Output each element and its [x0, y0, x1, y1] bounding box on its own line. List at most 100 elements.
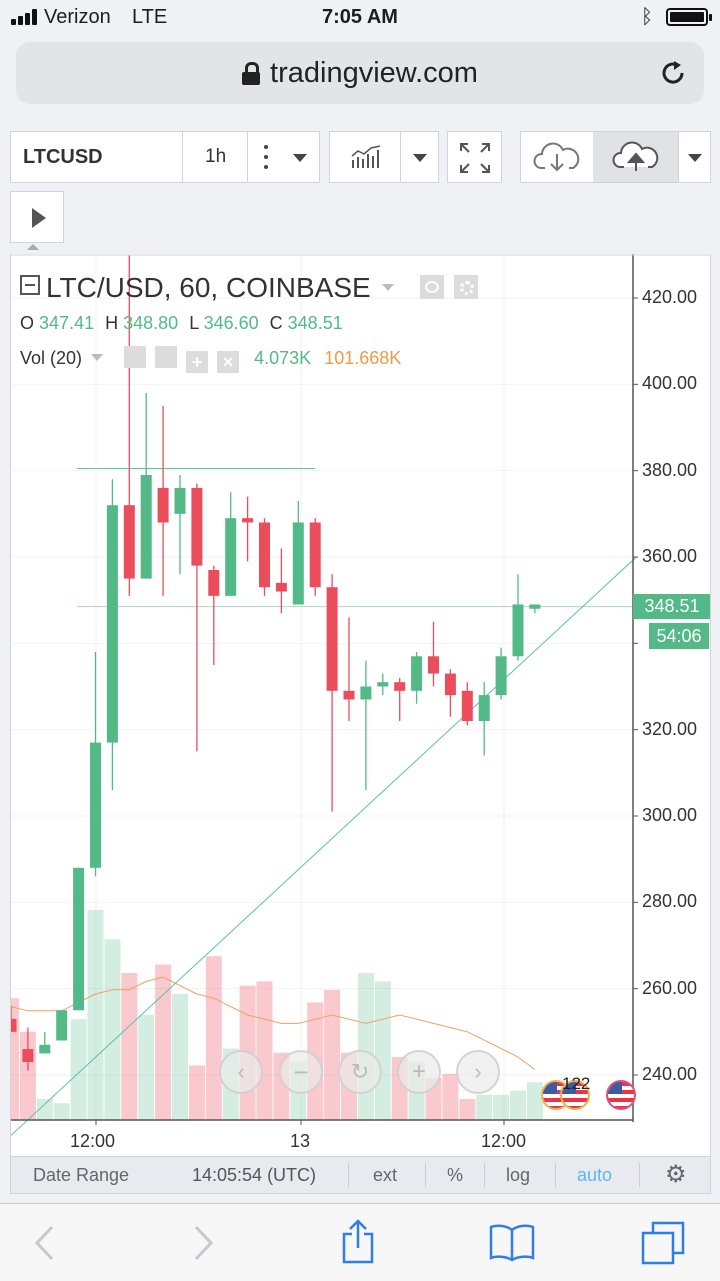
chart-area[interactable]: LTC/USD, 60, COINBASE O 347.41 H 348.80 …: [10, 254, 711, 1156]
bookmarks-icon[interactable]: [488, 1222, 536, 1262]
candle-body: [444, 673, 456, 696]
chevron-down-icon[interactable]: [382, 284, 395, 291]
symbol-toolbar: LTCUSD 1h: [10, 131, 320, 183]
volume-bar: [357, 973, 374, 1120]
time-label: 12:00: [70, 1131, 116, 1151]
last-price-label: 348.51: [633, 594, 710, 619]
cloud-upload-icon: [612, 141, 659, 171]
candle-body: [56, 1010, 68, 1041]
price-tick-label: 240.00: [642, 1064, 698, 1084]
candle-body: [123, 505, 135, 579]
volume-value: 4.073K: [254, 348, 312, 368]
high-value: 348.80: [123, 313, 179, 333]
candle-body: [326, 587, 338, 691]
interval-button[interactable]: 1h: [205, 146, 227, 167]
scroll-left-button[interactable]: ‹: [219, 1050, 263, 1094]
price-tick-label: 280.00: [642, 891, 698, 912]
auto-scale-toggle[interactable]: auto: [577, 1165, 613, 1185]
close-label: C: [269, 313, 283, 333]
volume-bar: [36, 1099, 53, 1120]
extended-hours-toggle[interactable]: ext: [373, 1165, 398, 1185]
high-label: H: [105, 313, 119, 333]
utc-clock[interactable]: 14:05:54 (UTC): [192, 1165, 317, 1185]
share-icon[interactable]: [340, 1218, 376, 1264]
us-flag-event-icon[interactable]: [560, 1080, 590, 1110]
eye-icon[interactable]: [124, 346, 147, 368]
volume-title[interactable]: Vol (20): [20, 348, 83, 368]
reset-chart-button[interactable]: ↻: [338, 1050, 382, 1094]
tabs-icon[interactable]: [640, 1220, 686, 1266]
candle-body: [157, 487, 169, 523]
plus-icon[interactable]: +: [186, 351, 209, 373]
gear-icon[interactable]: [155, 346, 178, 368]
chevron-down-icon[interactable]: [688, 154, 702, 162]
play-icon: [32, 208, 46, 228]
price-tick-label: 260.00: [642, 977, 698, 998]
volume-bar: [493, 1094, 510, 1120]
price-tick-label: 360.00: [642, 546, 698, 566]
candle-body: [208, 569, 220, 596]
open-label: O: [20, 313, 35, 333]
cloud-download-icon[interactable]: [533, 142, 581, 174]
chart-title[interactable]: LTC/USD, 60, COINBASE: [46, 272, 371, 303]
gear-icon[interactable]: ⚙: [665, 1161, 687, 1188]
trend-line: [11, 556, 637, 1136]
eye-icon[interactable]: [420, 275, 445, 299]
chevron-down-icon[interactable]: [413, 154, 427, 162]
fullscreen-icon: [460, 143, 490, 173]
back-icon[interactable]: [32, 1224, 56, 1262]
log-scale-toggle[interactable]: log: [506, 1165, 531, 1185]
low-label: L: [189, 313, 199, 333]
fullscreen-button[interactable]: [447, 131, 502, 183]
chevron-down-icon[interactable]: [91, 354, 104, 361]
price-chart[interactable]: [11, 254, 711, 1156]
forward-icon[interactable]: [192, 1224, 216, 1262]
carrier-name: Verizon: [44, 6, 111, 28]
chevron-down-icon[interactable]: [293, 154, 307, 162]
cloud-toolbar: [520, 131, 711, 183]
candle-body: [39, 1044, 51, 1054]
candle-body: [191, 487, 203, 566]
volume-bar: [205, 956, 222, 1120]
collapse-arrow-icon[interactable]: [27, 244, 39, 250]
candle-body: [461, 690, 473, 722]
volume-bar: [121, 973, 138, 1120]
candle-body: [428, 656, 439, 674]
more-vertical-icon[interactable]: [261, 142, 271, 174]
volume-bar: [324, 989, 341, 1120]
volume-bar: [256, 981, 273, 1120]
candle-body: [360, 686, 372, 700]
time-label: 13: [290, 1131, 311, 1151]
chart-bottom-bar: Date Range 14:05:54 (UTC) ext % log auto…: [10, 1156, 711, 1194]
volume-ma-value: 101.668K: [324, 348, 402, 368]
zoom-in-button[interactable]: +: [397, 1050, 441, 1094]
volume-bar: [442, 1073, 459, 1120]
gear-icon[interactable]: [454, 275, 479, 299]
legend-collapse-icon[interactable]: [20, 275, 40, 295]
candle-body: [259, 522, 270, 588]
candle-body: [529, 604, 541, 609]
scroll-right-button[interactable]: ›: [456, 1050, 500, 1094]
candle-body: [11, 1018, 17, 1032]
candle-body: [411, 656, 423, 691]
network-type: LTE: [132, 6, 168, 28]
price-tick-label: 400.00: [642, 373, 698, 394]
volume-bar: [510, 1090, 526, 1120]
percent-scale-toggle[interactable]: %: [447, 1165, 464, 1185]
reload-icon[interactable]: [658, 58, 688, 88]
close-icon[interactable]: ×: [217, 351, 240, 373]
bluetooth-icon: ᛒ: [641, 6, 653, 28]
ohlc-legend: O 347.41 H 348.80 L 346.60 C 348.51: [20, 313, 343, 334]
symbol-search[interactable]: LTCUSD: [23, 146, 103, 168]
zoom-out-button[interactable]: −: [279, 1050, 323, 1094]
replay-button[interactable]: [10, 191, 64, 243]
close-value: 348.51: [287, 313, 343, 333]
cloud-upload-button[interactable]: [593, 132, 678, 182]
us-flag-event-icon[interactable]: [606, 1080, 636, 1110]
address-bar[interactable]: tradingview.com: [16, 42, 704, 104]
volume-ma-line: [11, 976, 536, 1071]
bar-chart-icon[interactable]: [350, 144, 384, 172]
date-range-button[interactable]: Date Range: [33, 1165, 130, 1185]
low-value: 346.60: [203, 313, 259, 333]
candle-body: [309, 522, 321, 588]
